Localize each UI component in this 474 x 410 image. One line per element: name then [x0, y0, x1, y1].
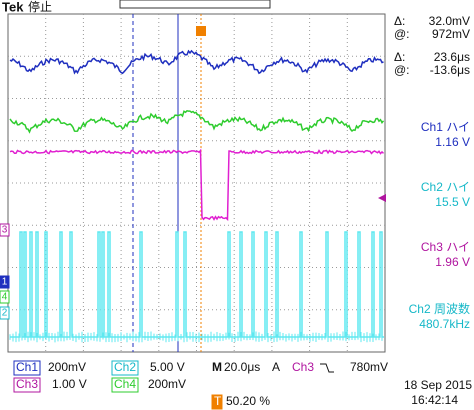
trigger-level	[378, 194, 386, 202]
measurement-value: 480.7kHz	[419, 317, 470, 331]
channel-badge-label: Ch4	[114, 377, 136, 391]
channel-marker	[0, 306, 10, 320]
measurement-value: 15.5 V	[435, 195, 470, 209]
measurement-value: 1.16 V	[435, 135, 470, 149]
marker-label: 1	[2, 277, 8, 288]
channel-badge-label: Ch2	[114, 360, 136, 374]
marker-label: 4	[2, 292, 8, 303]
slope-icon	[320, 363, 334, 373]
channel-badge-label: T	[214, 394, 222, 408]
measurement-name: Ch2 ハイ	[421, 180, 470, 194]
trigger-marker	[196, 26, 206, 36]
bottom-panel: Ch1 200mV Ch2 5.00 V M 20.0μs A Ch3 780mV Ch3 1.00…	[13, 360, 472, 410]
channel-badge-label: Ch1	[16, 360, 38, 374]
cursor-label: @:	[394, 63, 410, 77]
channel-badge	[111, 377, 139, 393]
channel-marker	[0, 275, 10, 289]
scale: 200mV	[48, 360, 86, 374]
marker-label: 2	[2, 308, 8, 319]
cursor-label: Δ:	[394, 14, 405, 28]
waveform	[9, 148, 385, 222]
channel-badge	[211, 394, 223, 410]
time: 16:42:14	[411, 393, 458, 407]
scale: 200mV	[148, 377, 186, 391]
grid	[8, 14, 385, 352]
status: 停止	[28, 0, 52, 14]
measurement-value: 1.96 V	[435, 255, 470, 269]
channel-badge	[13, 377, 41, 393]
channel-badge-label: Ch3	[16, 377, 38, 391]
date: 18 Sep 2015	[404, 378, 472, 392]
position: 50.20 %	[226, 394, 270, 408]
cursor-value: 23.6μs	[434, 50, 470, 64]
channel-badge	[13, 360, 41, 376]
measurement-name: Ch3 ハイ	[421, 240, 470, 254]
traces	[9, 49, 385, 343]
measurement-name: Ch2 周波数	[409, 301, 470, 316]
timebase: 20.0μs	[224, 360, 260, 374]
timebase-label: M	[212, 360, 222, 374]
channel-marker	[0, 223, 10, 237]
trigger-source: Ch3	[292, 360, 314, 374]
cursor-label: Δ:	[394, 50, 405, 64]
scale: 1.00 V	[52, 377, 87, 391]
trigger-mode: A	[272, 360, 280, 374]
waveform	[9, 49, 384, 75]
waveform	[9, 109, 385, 134]
scale: 5.00 V	[150, 360, 185, 374]
cursor-value: 32.0mV	[429, 14, 470, 28]
trigger-level: 780mV	[350, 360, 388, 374]
marker-label: 3	[2, 225, 8, 236]
brand: Tek	[2, 0, 24, 14]
cursor-value: -13.6μs	[430, 63, 470, 77]
channel-badge	[111, 360, 139, 376]
cursor-value: 972mV	[432, 27, 470, 41]
cursor-label: @:	[394, 27, 410, 41]
record-bar	[119, 0, 271, 9]
channel-marker	[0, 290, 10, 304]
measurement-name: Ch1 ハイ	[421, 120, 470, 134]
